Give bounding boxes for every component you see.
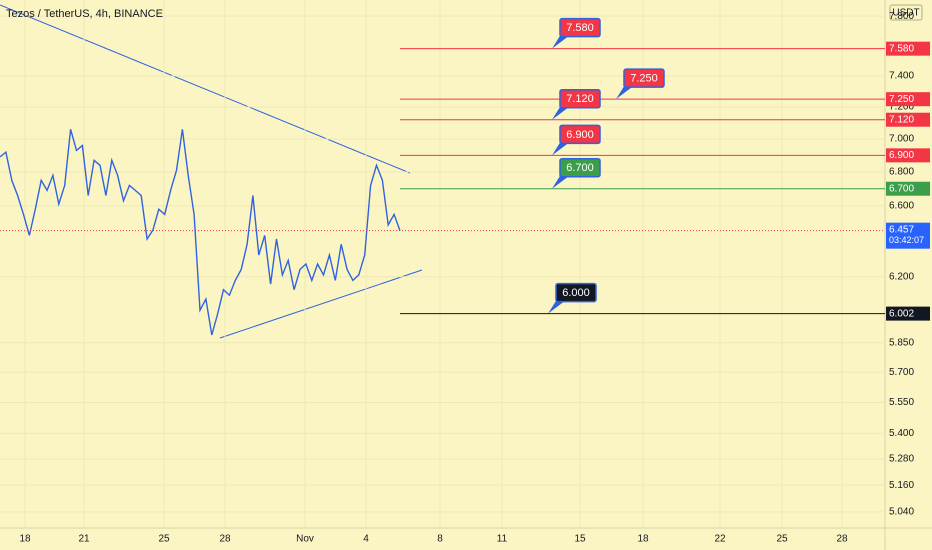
y-tick-label: 7.400 [889, 71, 914, 82]
x-tick-label: 25 [776, 534, 788, 545]
y-tick-label: 6.800 [889, 167, 914, 178]
level-axis-label: 7.580 [889, 43, 914, 54]
x-tick-label: 4 [363, 534, 369, 545]
x-tick-label: 18 [19, 534, 31, 545]
plot: 7.580 7.250 7.120 6.900 6.700 6.000 [0, 0, 885, 528]
callout-label: 7.580 [566, 22, 594, 34]
trendline [219, 269, 423, 339]
level-axis-box [886, 112, 930, 127]
y-tick-label: 5.850 [889, 337, 914, 348]
callout-label: 6.900 [566, 129, 594, 141]
level-axis-label: 6.002 [889, 308, 914, 319]
level-axis-label: 7.250 [889, 94, 914, 105]
x-tick-label: 8 [437, 534, 443, 545]
last-price-box [886, 222, 930, 249]
y-tick-label: 6.200 [889, 271, 914, 282]
x-tick-label: Nov [296, 534, 314, 545]
level-axis-box [886, 306, 930, 321]
y-tick-label: 5.700 [889, 367, 914, 378]
unit-box [889, 4, 923, 21]
last-price-label: 6.457 [889, 224, 914, 235]
y-tick-label: 7.800 [889, 11, 914, 22]
x-tick-label: 28 [219, 534, 231, 545]
y-tick-label: 6.600 [889, 200, 914, 211]
x-tick-label: 15 [574, 534, 586, 545]
x-tick-label: 22 [714, 534, 726, 545]
x-tick-label: 11 [497, 534, 508, 545]
callout-box [559, 88, 601, 109]
callout-label: 7.120 [566, 93, 594, 105]
callout-box [559, 17, 601, 38]
level-axis-box [886, 41, 930, 56]
x-tick-label: 25 [158, 534, 170, 545]
x-tick-label: 28 [836, 534, 848, 545]
level-axis-box [886, 92, 930, 107]
price-line [0, 129, 401, 336]
x-tick-label: 18 [637, 534, 649, 545]
callout-box [623, 68, 665, 88]
y-tick-label: 5.160 [889, 480, 914, 491]
level-axis-box [886, 181, 930, 196]
callout-label: 7.250 [630, 73, 658, 85]
countdown: 03:42:07 [889, 235, 924, 245]
callout-label: 6.000 [562, 287, 590, 299]
level-axis-label: 6.700 [889, 183, 914, 194]
chart-title: Tezos / TetherUS, 4h, BINANCE [6, 8, 163, 20]
level-axis-box [886, 148, 930, 163]
x-tick-label: 21 [78, 534, 90, 545]
y-unit: USDT [892, 8, 919, 19]
callout-box [555, 282, 597, 303]
y-tick-label: 7.200 [889, 102, 914, 113]
level-axis-label: 6.900 [889, 150, 914, 161]
trendline [0, 4, 411, 174]
level-axis-label: 7.120 [889, 114, 914, 125]
y-tick-label: 5.400 [889, 428, 914, 439]
callout-label: 6.700 [566, 162, 594, 174]
callout-box [559, 124, 601, 145]
callout-box [559, 157, 601, 178]
y-tick-label: 5.280 [889, 454, 914, 465]
y-tick-label: 5.040 [889, 507, 914, 518]
y-tick-label: 7.000 [889, 134, 914, 145]
y-tick-label: 5.550 [889, 397, 914, 408]
